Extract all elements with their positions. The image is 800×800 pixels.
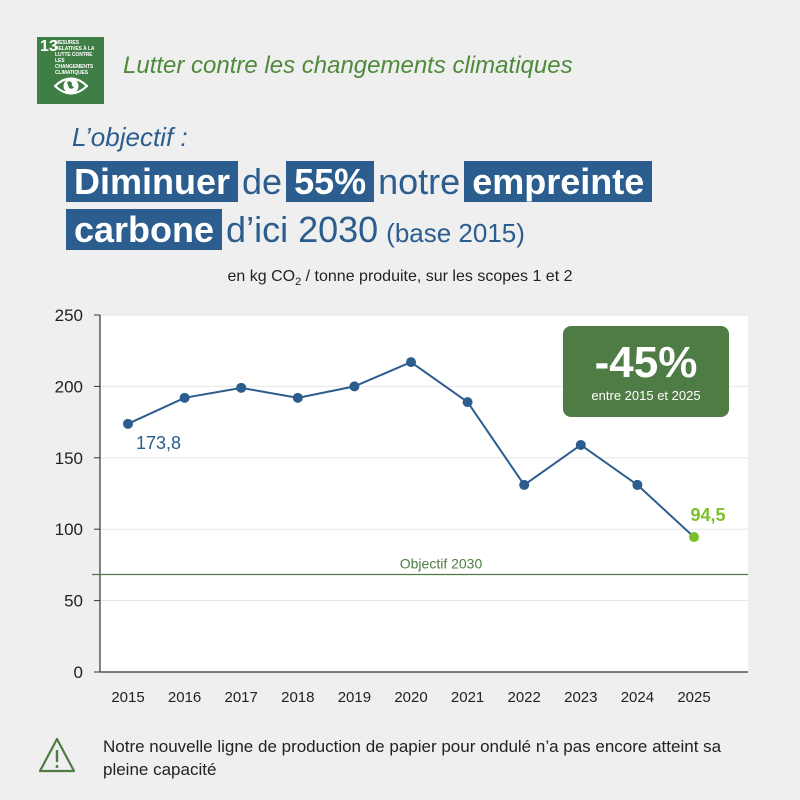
objective-label: L’objectif :	[72, 122, 188, 152]
eye-globe-icon	[54, 77, 88, 95]
x-tick-label-2015: 2015	[111, 689, 144, 706]
x-tick-label-2024: 2024	[621, 689, 654, 706]
headline-highlight-empreinte: empreinte	[464, 161, 653, 202]
data-point-2020	[406, 357, 416, 368]
y-tick-label-150: 150	[55, 449, 83, 468]
data-point-2024	[632, 479, 643, 490]
x-tick-label-2025: 2025	[677, 689, 710, 706]
unit-note-prefix: en kg CO	[227, 268, 296, 285]
data-point-2019	[349, 381, 360, 392]
end-value-label: 94,5	[690, 505, 725, 525]
y-tick-label-100: 100	[55, 520, 83, 539]
reduction-callout: -45% entre 2015 et 2025	[563, 326, 729, 417]
x-tick-label-2021: 2021	[451, 689, 484, 706]
x-tick-label-2019: 2019	[338, 689, 371, 706]
data-point-2023	[575, 439, 586, 450]
headline-text-base: (base 2015)	[386, 218, 525, 248]
x-tick-label-2016: 2016	[168, 689, 201, 706]
unit-note-subscript: 2	[295, 276, 302, 289]
y-tick-label-0: 0	[74, 663, 83, 682]
unit-note: en kg CO2 / tonne produite, sur les scop…	[0, 268, 800, 288]
data-point-2021	[462, 397, 473, 408]
headline-highlight-carbone: carbone	[66, 209, 223, 250]
x-tick-label-2020: 2020	[394, 689, 427, 706]
data-point-2017	[236, 382, 247, 393]
headline-text-deadline: d’ici 2030	[226, 209, 379, 250]
y-tick-label-50: 50	[64, 592, 83, 611]
data-point-2025	[689, 532, 699, 543]
unit-note-suffix: / tonne produite, sur les scopes 1 et 2	[301, 268, 573, 285]
headline-line-1: Diminuer de 55% notre empreinte	[66, 160, 653, 204]
warning-triangle-icon	[38, 737, 76, 773]
data-point-2022	[519, 479, 530, 490]
x-tick-label-2018: 2018	[281, 689, 314, 706]
y-tick-label-200: 200	[55, 377, 83, 396]
data-point-2016	[179, 392, 190, 403]
headline-line-2: carbone d’ici 2030 (base 2015)	[66, 208, 529, 255]
line-chart: 0 50 100 150 200 250 2015 2016 2017 2018 2019 2020 2…	[55, 306, 748, 706]
start-value-label: 173,8	[136, 433, 181, 453]
headline-highlight-diminuer: Diminuer	[66, 161, 239, 202]
headline-text-notre: notre	[378, 161, 461, 202]
y-tick-label-250: 250	[55, 306, 83, 325]
footnote-text: Notre nouvelle ligne de production de pa…	[103, 737, 722, 779]
callout-subtitle: entre 2015 et 2025	[591, 388, 701, 403]
data-point-2018	[292, 392, 303, 403]
data-point-2015	[123, 418, 133, 429]
x-tick-label-2022: 2022	[508, 689, 541, 706]
sdg-label: MESURES RELATIVES À LA LUTTE CONTRE LES …	[55, 40, 95, 76]
target-label: Objectif 2030	[400, 555, 483, 571]
headline-text-de: de	[242, 161, 283, 202]
sdg-number: 13	[40, 38, 58, 55]
headline-highlight-percent: 55%	[286, 161, 375, 202]
callout-value: -45%	[594, 338, 698, 387]
x-tick-label-2017: 2017	[225, 689, 258, 706]
x-tick-label-2023: 2023	[564, 689, 597, 706]
theme-title: Lutter contre les changements climatique…	[123, 52, 573, 79]
sdg-13-badge: 13 MESURES RELATIVES À LA LUTTE CONTRE L…	[37, 37, 104, 104]
